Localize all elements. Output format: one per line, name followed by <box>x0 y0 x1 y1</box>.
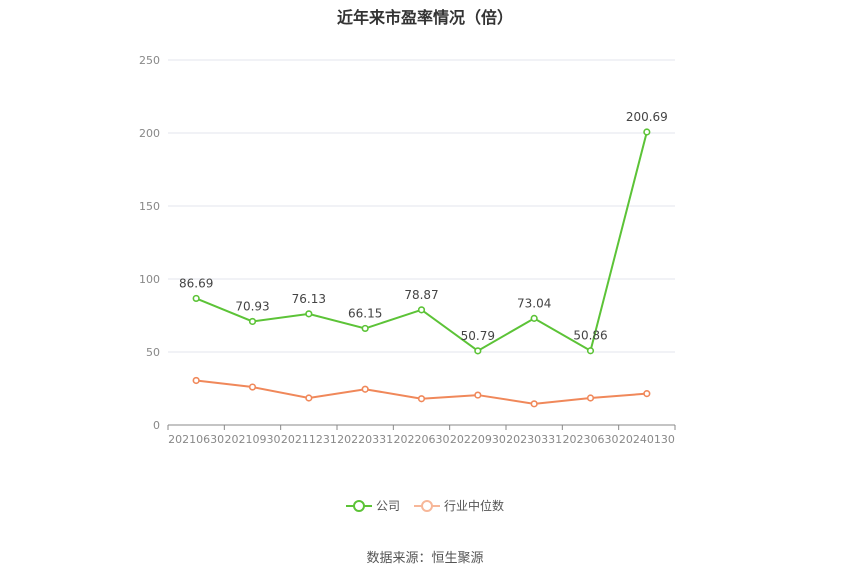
data-label: 50.79 <box>461 329 495 343</box>
data-point <box>586 394 595 402</box>
legend-item-company[interactable]: 公司 <box>345 497 400 514</box>
data-point <box>248 383 257 391</box>
data-point <box>474 347 482 355</box>
legend-marker-industry-median <box>414 499 440 513</box>
data-point <box>192 294 200 303</box>
data-point <box>248 317 257 326</box>
x-tick-label: 20220630 <box>394 433 450 446</box>
y-tick-label: 100 <box>139 273 160 286</box>
legend-item-industry-median[interactable]: 行业中位数 <box>414 497 504 514</box>
source-note: 数据来源：恒生聚源 <box>366 551 484 566</box>
data-point <box>586 347 595 355</box>
data-label: 76.13 <box>292 292 326 306</box>
chart-title: 近年来市盈率情况（倍） <box>336 8 513 27</box>
series-lines <box>192 128 651 408</box>
data-label: 73.04 <box>517 296 551 310</box>
y-tick-label: 150 <box>139 200 160 213</box>
data-point <box>417 395 426 403</box>
x-tick-label: 20240130 <box>619 433 675 446</box>
data-label: 200.69 <box>626 110 668 124</box>
data-point <box>530 314 538 322</box>
x-tick-label: 20230331 <box>506 433 562 446</box>
x-tick-label: 20230630 <box>563 433 619 446</box>
data-point <box>305 394 313 402</box>
y-tick-label: 200 <box>139 127 160 140</box>
x-tick-label: 20210930 <box>225 433 281 446</box>
data-point <box>417 306 426 314</box>
x-tick-label: 20220331 <box>337 433 393 446</box>
data-point <box>474 391 482 399</box>
data-label: 50.86 <box>573 329 607 343</box>
data-point <box>305 310 313 318</box>
legend-marker-company <box>345 499 372 513</box>
data-labels: 86.69 70.93 76.13 66.15 78.87 50.79 73.04 50.86… <box>179 110 668 343</box>
data-label: 70.93 <box>235 299 269 313</box>
data-point <box>643 390 651 398</box>
legend: 公司 行业中位数 <box>0 497 850 514</box>
y-tick-label: 250 <box>139 54 160 67</box>
data-label: 78.87 <box>404 288 438 302</box>
data-point <box>643 128 651 136</box>
series-line-0 <box>195 131 648 353</box>
data-label: 86.69 <box>179 276 213 290</box>
data-point <box>361 385 369 393</box>
y-tick-label: 50 <box>146 346 160 359</box>
data-point <box>530 400 538 408</box>
legend-label-company: 公司 <box>375 499 400 513</box>
x-tick-label: 20210630 <box>168 433 224 446</box>
legend-label-industry-median: 行业中位数 <box>444 499 505 513</box>
y-tick-label: 0 <box>153 419 160 432</box>
x-tick-label: 20220930 <box>450 433 506 446</box>
x-tick-label: 20211231 <box>281 433 337 446</box>
data-label: 66.15 <box>348 306 382 320</box>
data-point <box>192 376 200 385</box>
data-point <box>361 324 369 333</box>
